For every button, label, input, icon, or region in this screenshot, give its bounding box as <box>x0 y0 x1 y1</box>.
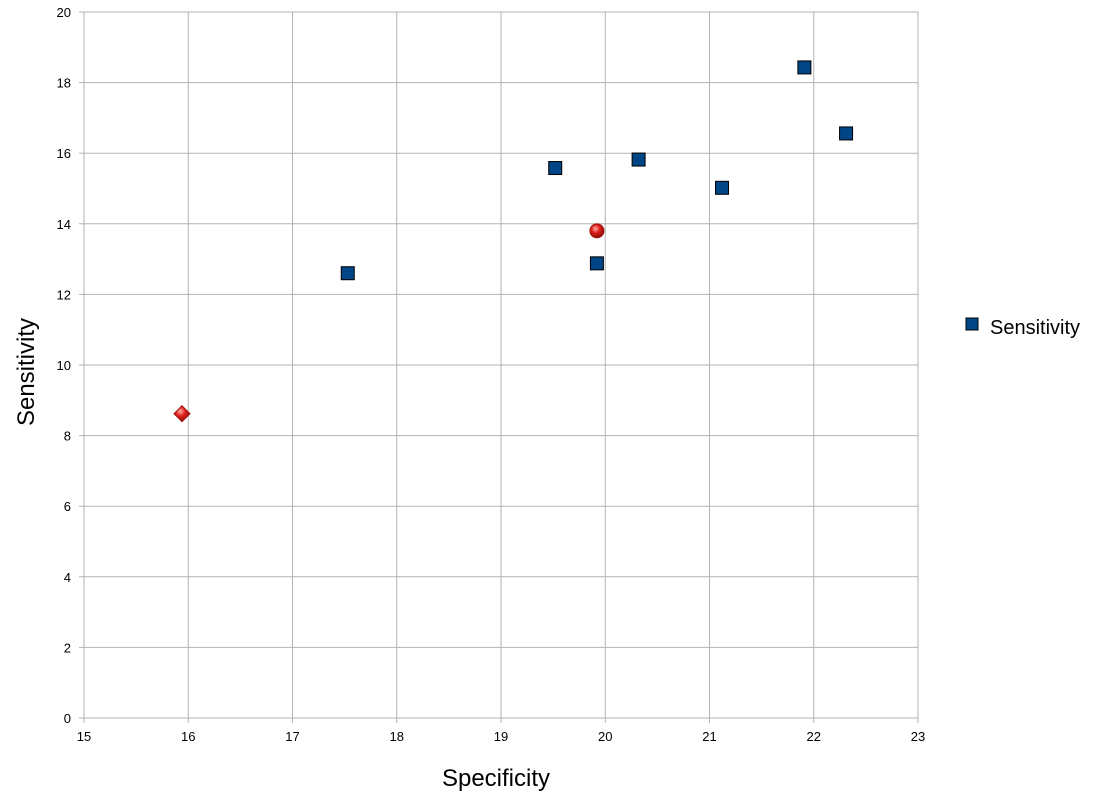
y-tick-label: 14 <box>57 217 71 232</box>
highlight-points <box>173 223 605 423</box>
highlight-point-circle <box>589 223 605 239</box>
data-point-square <box>797 60 812 75</box>
y-tick-label: 10 <box>57 358 71 373</box>
y-tick-label: 18 <box>57 76 71 91</box>
x-tick-label: 22 <box>807 729 821 744</box>
legend: Sensitivity <box>965 317 1080 339</box>
x-tick-label: 16 <box>181 729 195 744</box>
x-tick-label: 15 <box>77 729 91 744</box>
y-tick-label: 2 <box>64 640 71 655</box>
y-tick-label: 20 <box>57 5 71 20</box>
x-tick-label: 19 <box>494 729 508 744</box>
legend-marker-square-icon <box>965 317 979 331</box>
y-axis-title: Sensitivity <box>13 318 40 426</box>
y-axis-ticks: 0 2 4 6 8 10 12 14 16 18 20 <box>57 5 84 726</box>
data-point-square <box>340 266 355 281</box>
x-axis-title: Specificity <box>442 765 550 792</box>
data-points <box>340 60 854 281</box>
y-tick-label: 16 <box>57 146 71 161</box>
highlight-point-diamond <box>173 405 191 423</box>
y-tick-label: 4 <box>64 570 71 585</box>
data-point-square <box>839 126 854 141</box>
x-tick-label: 23 <box>911 729 925 744</box>
x-tick-label: 18 <box>390 729 404 744</box>
grid-lines <box>84 12 918 718</box>
x-tick-label: 17 <box>285 729 299 744</box>
y-tick-label: 12 <box>57 287 71 302</box>
y-tick-label: 0 <box>64 711 71 726</box>
y-tick-label: 6 <box>64 499 71 514</box>
x-tick-label: 21 <box>702 729 716 744</box>
legend-label: Sensitivity <box>990 317 1080 339</box>
x-tick-label: 20 <box>598 729 612 744</box>
x-axis-ticks: 15 16 17 18 19 20 21 22 23 <box>77 718 925 744</box>
data-point-square <box>715 180 730 195</box>
data-point-square <box>631 152 646 167</box>
data-point-square <box>589 256 604 271</box>
data-point-square <box>548 161 563 176</box>
y-tick-label: 8 <box>64 429 71 444</box>
